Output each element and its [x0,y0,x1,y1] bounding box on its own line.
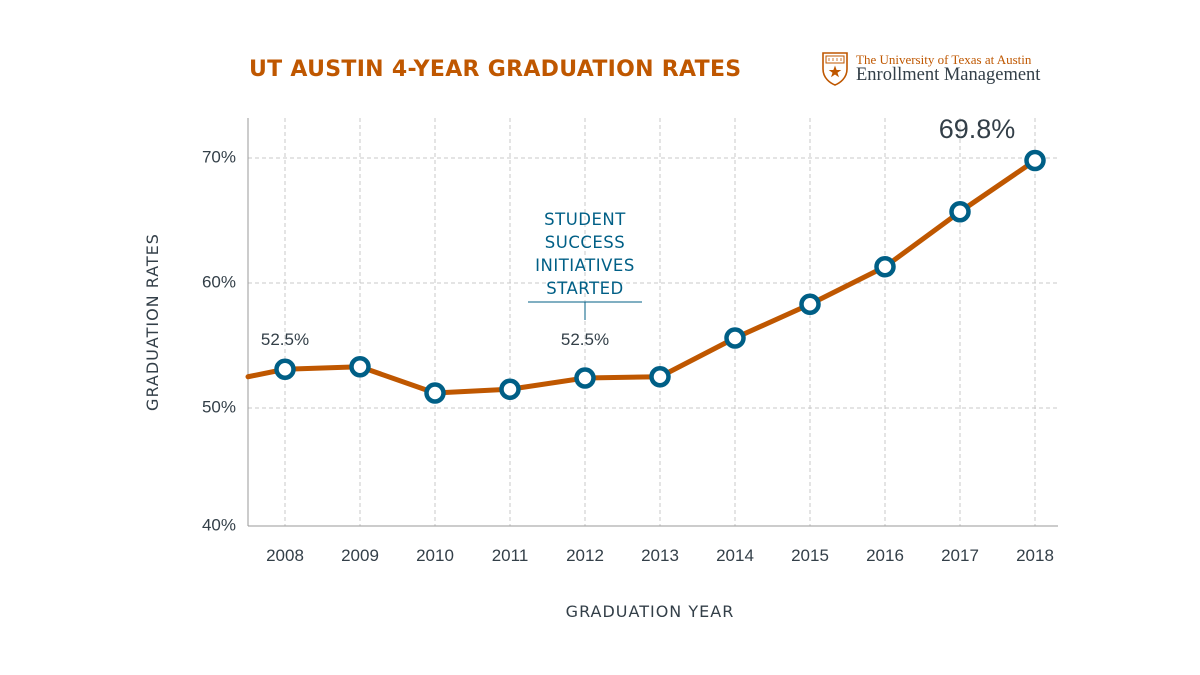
x-tick-label: 2008 [266,546,304,565]
x-axis-title: GRADUATION YEAR [566,602,735,621]
y-tick-label: 50% [202,397,236,416]
x-tick-label: 2014 [716,546,754,565]
y-axis-title: GRADUATION RATES [143,233,162,411]
data-point [574,367,596,389]
annotation-text: INITIATIVES [535,256,635,275]
data-point [349,356,371,378]
logo-university-name: The University of Texas at Austin [856,52,1032,67]
logo-department-name: Enrollment Management [856,65,1041,85]
x-tick-label: 2012 [566,546,604,565]
data-point [424,382,446,404]
x-tick-label: 2018 [1016,546,1054,565]
x-tick-label: 2016 [866,546,904,565]
data-point [649,366,671,388]
data-point [799,293,821,315]
x-tick-label: 2017 [941,546,979,565]
y-tick-label: 40% [202,515,236,534]
annotation-text: SUCCESS [545,233,625,252]
series-line [245,158,1038,396]
ut-shield-icon [822,52,848,86]
data-point [874,256,896,278]
ut-logo: The University of Texas at Austin Enroll… [822,50,1072,90]
data-point [1024,149,1046,172]
data-label: 69.8% [939,114,1016,144]
x-tick-label: 2015 [791,546,829,565]
annotation-text: STARTED [546,279,624,298]
y-tick-label: 70% [202,147,236,166]
x-tick-label: 2009 [341,546,379,565]
data-point [274,358,296,380]
data-label: 52.5% [561,330,609,349]
chart-title: UT AUSTIN 4-YEAR GRADUATION RATES [249,57,742,82]
y-tick-label: 60% [202,272,236,291]
data-label: 52.5% [261,330,309,349]
data-point [499,378,521,400]
data-point [724,327,746,349]
x-tick-label: 2013 [641,546,679,565]
x-tick-label: 2010 [416,546,454,565]
x-tick-label: 2011 [492,546,529,565]
annotation-text: STUDENT [544,210,626,229]
data-point [949,201,971,223]
